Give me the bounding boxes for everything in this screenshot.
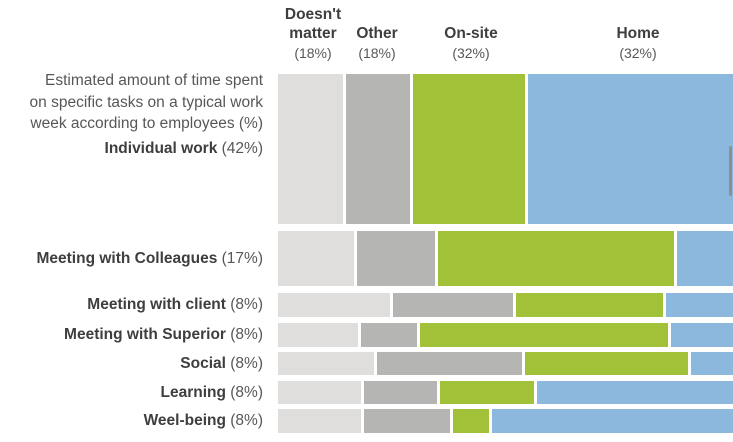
segment-meeting-with-superior-other [361, 323, 418, 347]
chart-title-line-1: Estimated amount of time spent [45, 72, 263, 89]
mosaic-row-meeting-with-superior [278, 323, 733, 347]
row-label-meeting-with-client: Meeting with client (8%) [0, 295, 263, 315]
row-label-meeting-with-superior: Meeting with Superior (8%) [0, 325, 263, 345]
segment-learning-doesn-t-matter [278, 381, 361, 404]
segment-meeting-with-client-doesn-t-matter [278, 293, 390, 317]
chart-title-line-2: on specific tasks on a typical work [29, 93, 263, 111]
column-header-label: Other [356, 25, 398, 42]
segment-weel-being-home [492, 409, 733, 433]
segment-individual-work-on-site [413, 74, 525, 224]
column-header-label: On-site [444, 25, 498, 42]
column-header-pct: (32%) [452, 45, 490, 61]
segment-meeting-with-colleagues-other [356, 231, 435, 286]
row-label-text: Meeting with client [87, 296, 226, 313]
segment-meeting-with-colleagues-doesn-t-matter [278, 231, 354, 286]
segment-meeting-with-superior-home [670, 323, 733, 347]
segment-meeting-with-client-home [666, 293, 733, 317]
mosaic-row-social [278, 352, 733, 375]
row-label-pct: (17%) [217, 249, 263, 267]
segment-weel-being-other [363, 409, 451, 433]
row-label-text: Social [180, 354, 226, 372]
segment-social-doesn-t-matter [278, 352, 374, 375]
row-label-pct: (8%) [225, 354, 263, 372]
mosaic-row-weel-being [278, 409, 733, 433]
column-header-doesn-t-matter: Doesn't matter (18%) [268, 0, 358, 62]
column-header-other: Other (18%) [332, 0, 422, 62]
column-header-pct: (18%) [358, 45, 396, 61]
segment-social-other [376, 352, 522, 375]
row-label-text: Individual work [104, 140, 218, 157]
row-label-text: Weel-being [143, 412, 226, 429]
row-label-pct: (8%) [225, 326, 263, 343]
column-header-pct: (32%) [619, 45, 657, 61]
row-label-weel-being: Weel-being (8%) [0, 411, 263, 431]
segment-learning-other [363, 381, 438, 404]
row-label-learning: Learning (8%) [0, 383, 264, 403]
mosaic-row-individual-work [278, 74, 733, 224]
segment-individual-work-home [527, 74, 733, 224]
row-label-text: Meeting with Superior [64, 326, 226, 343]
row-label-pct: (8%) [225, 296, 263, 313]
segment-individual-work-other [345, 74, 411, 224]
segment-meeting-with-colleagues-home [677, 231, 733, 286]
segment-meeting-with-superior-on-site [420, 323, 668, 347]
row-label-individual-work: Individual work (42%) [0, 139, 263, 159]
segment-meeting-with-client-other [392, 293, 513, 317]
column-header-pct: (18%) [294, 45, 332, 61]
segment-individual-work-doesn-t-matter [278, 74, 343, 224]
row-label-text: Learning [160, 383, 226, 401]
segment-meeting-with-superior-doesn-t-matter [278, 323, 359, 347]
column-header-label: Doesn't matter [284, 6, 342, 42]
segment-meeting-with-colleagues-on-site [437, 231, 675, 286]
row-label-pct: (8%) [225, 383, 263, 401]
row-label-text: Meeting with Colleagues [36, 249, 218, 267]
segment-weel-being-doesn-t-matter [278, 409, 361, 433]
segment-weel-being-on-site [453, 409, 490, 433]
mosaic-row-meeting-with-colleagues [278, 231, 733, 286]
segment-social-home [690, 352, 733, 375]
segment-learning-home [536, 381, 733, 404]
row-label-meeting-with-colleagues: Meeting with Colleagues (17%) [0, 249, 263, 269]
segment-learning-on-site [440, 381, 534, 404]
chart-title: Estimated amount of time spent on specif… [0, 70, 263, 135]
row-label-social: Social (8%) [0, 354, 263, 374]
row-label-pct: (42%) [217, 140, 263, 157]
column-header-label: Home [616, 25, 660, 42]
row-label-pct: (8%) [225, 412, 263, 429]
segment-meeting-with-client-on-site [515, 293, 664, 317]
scrollbar-thumb[interactable] [729, 146, 732, 196]
mosaic-row-learning [278, 381, 733, 404]
column-header-home: Home (32%) [593, 0, 683, 62]
chart-title-line-3: week according to employees (%) [30, 115, 263, 132]
segment-social-on-site [524, 352, 688, 375]
mosaic-row-meeting-with-client [278, 293, 733, 317]
column-header-on-site: On-site (32%) [426, 0, 516, 62]
